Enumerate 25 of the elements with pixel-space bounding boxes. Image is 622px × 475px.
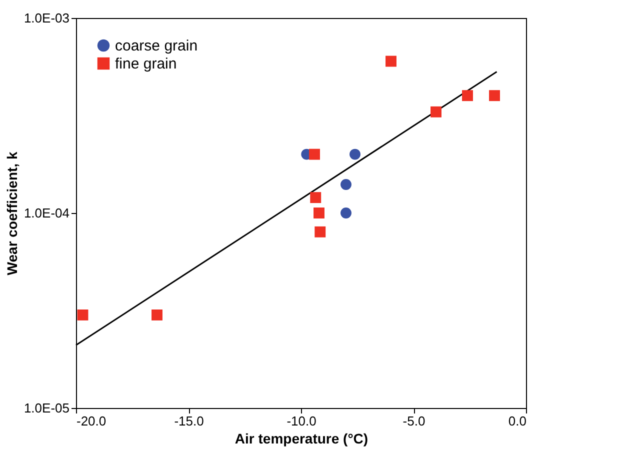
legend-label: coarse grain	[115, 38, 198, 54]
x-axis-title: Air temperature (°C)	[234, 430, 368, 446]
x-tick-label: -5.0	[402, 414, 426, 428]
point	[310, 192, 322, 204]
x-tick-label: 0.0	[508, 414, 526, 428]
y-tick-label: 1.0E-05	[24, 400, 70, 416]
y-tick-label: 1.0E-03	[24, 10, 70, 26]
point	[152, 309, 162, 320]
y-axis-title: Wear coefficient, k	[4, 152, 20, 276]
point	[340, 179, 352, 190]
point	[430, 106, 442, 118]
legend-label: fine grain	[115, 56, 177, 72]
point	[314, 226, 326, 238]
point	[309, 148, 320, 160]
point	[386, 56, 396, 67]
x-tick-label: -20.0	[76, 414, 106, 428]
point	[77, 309, 88, 320]
x-tick-label: -10.0	[286, 414, 316, 428]
y-tick-label: 1.0E-04	[24, 206, 70, 220]
point	[340, 208, 352, 218]
x-tick-label: -15.0	[174, 414, 204, 428]
point	[314, 208, 324, 218]
point	[350, 148, 360, 160]
point	[462, 90, 473, 102]
point	[489, 90, 500, 102]
